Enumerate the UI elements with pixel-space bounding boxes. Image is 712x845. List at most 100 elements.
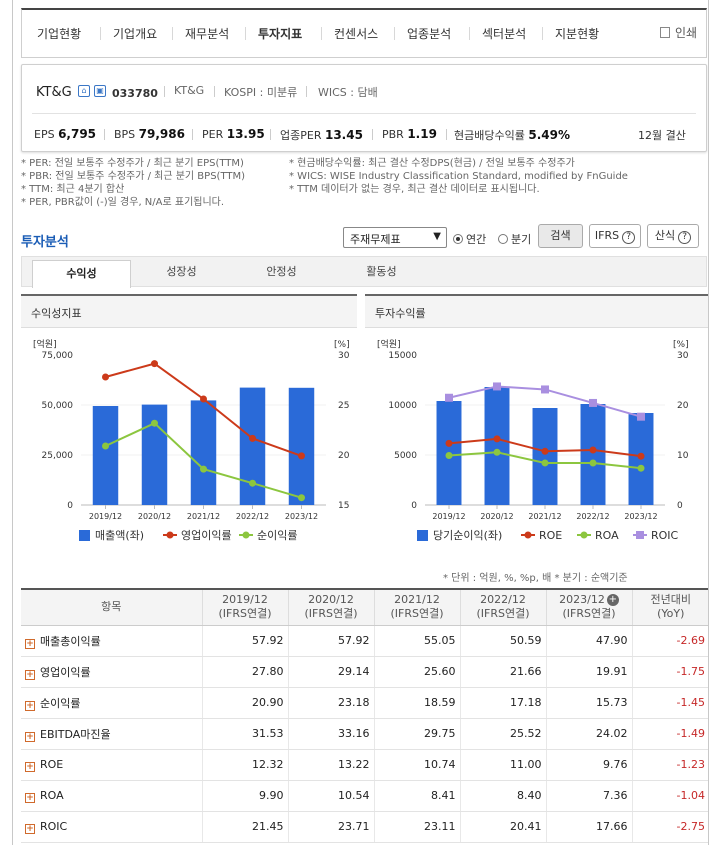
ifrs-button[interactable]: IFRS? (589, 224, 641, 248)
expand-icon[interactable]: + (25, 669, 35, 680)
expand-icon[interactable]: + (25, 638, 35, 649)
help-icon: ? (622, 231, 636, 244)
table-cell: 15.73 (545, 687, 632, 719)
left-tick-label: 50,000 (42, 401, 74, 411)
table-cell: 19.91 (545, 656, 632, 688)
legend-label: 당기순이익(좌) (433, 529, 502, 542)
table-cell: 10.54 (287, 780, 374, 812)
row-label[interactable]: + 영업이익률 (21, 656, 202, 688)
row-label[interactable]: + ROE (21, 749, 202, 781)
company-info-box: KT&G ⌂ ▣ 033780 KT&G KOSPI : 미분류 WICS : … (21, 64, 707, 152)
x-tick-label: 2020/12 (138, 512, 171, 521)
radio-annual[interactable]: 연간 (453, 231, 486, 247)
ratio-table: 항목 2019/12 (IFRS연결) 2020/12 (IFRS연결) 2021/12(… (21, 588, 708, 843)
tab-stability[interactable]: 안정성 (266, 265, 297, 278)
expand-icon[interactable]: + (25, 823, 35, 834)
nav-item-5[interactable]: 업종분석 (407, 27, 452, 41)
metric-per: PER 13.95 (202, 127, 265, 141)
data-point (541, 459, 549, 467)
right-axis-unit: [%] (673, 340, 689, 350)
table-cell: -1.23 (631, 749, 708, 781)
x-tick-label: 2021/12 (187, 512, 220, 521)
bar (190, 400, 217, 505)
note-line: * TTM 데이터가 없는 경우, 최근 결산 데이터로 표시됩니다. (289, 184, 540, 195)
expand-icon[interactable]: + (25, 792, 35, 803)
left-tick-label: 10000 (388, 401, 417, 411)
x-tick-label: 2019/12 (432, 512, 465, 521)
nav-item-6[interactable]: 섹터분석 (482, 27, 527, 41)
help-icon: ? (678, 231, 692, 244)
metric-bps: BPS 79,986 (114, 127, 185, 141)
table-cell: 9.90 (201, 780, 288, 812)
data-point (493, 382, 501, 391)
table-cell: 8.41 (373, 780, 460, 812)
nav-item-2[interactable]: 재무분석 (185, 27, 230, 41)
table-cell: 17.66 (545, 811, 632, 843)
print-button[interactable]: 인쇄 (660, 24, 697, 41)
expand-icon[interactable]: + (25, 731, 35, 742)
formula-button[interactable]: 산식? (647, 224, 699, 248)
table-row: + ROA 9.90 10.54 8.41 8.40 7.36 -1.04 (21, 780, 708, 812)
right-tick-label: 25 (338, 401, 349, 411)
x-tick-label: 2022/12 (236, 512, 269, 521)
table-cell: 47.90 (545, 625, 632, 657)
table-cell: 33.16 (287, 718, 374, 750)
expand-icon[interactable]: + (25, 761, 35, 772)
unit-note: * 단위 : 억원, %, %p, 배 * 분기 : 순액기준 (443, 573, 628, 584)
row-label[interactable]: + 매출총이익률 (21, 625, 202, 657)
bar (288, 387, 315, 505)
chart-title: 투자수익률 (365, 296, 708, 328)
table-cell: 25.52 (459, 718, 546, 750)
legend-marker (166, 531, 174, 539)
row-label[interactable]: + ROA (21, 780, 202, 812)
legend-label: 매출액(좌) (95, 529, 144, 542)
table-cell: -1.45 (631, 687, 708, 719)
row-label[interactable]: + 순이익률 (21, 687, 202, 719)
radio-label: 분기 (511, 233, 532, 246)
table-header: 2022/12 (IFRS연결) (459, 590, 546, 626)
radio-quarter[interactable]: 분기 (498, 231, 531, 247)
search-button[interactable]: 검색 (538, 224, 583, 248)
home-icon[interactable]: ⌂ (78, 85, 90, 97)
building-icon[interactable]: ▣ (94, 85, 106, 97)
table-header: 2020/12 (IFRS연결) (287, 590, 374, 626)
stock-code: 033780 (112, 87, 158, 100)
right-tick-label: 20 (677, 401, 689, 411)
table-cell: 55.05 (373, 625, 460, 657)
nav-item-3[interactable]: 투자지표 (258, 27, 303, 41)
table-header: 항목 (21, 590, 202, 626)
table-cell: 50.59 (459, 625, 546, 657)
table-cell: -1.75 (631, 656, 708, 688)
row-label[interactable]: + EBITDA마진율 (21, 718, 202, 750)
expand-icon[interactable]: + (25, 700, 35, 711)
data-point (637, 412, 645, 421)
nav-item-0[interactable]: 기업현황 (37, 27, 82, 41)
metric-pbr: PBR 1.19 (382, 127, 437, 141)
table-cell: 7.36 (545, 780, 632, 812)
table-row: + ROE 12.32 13.22 10.74 11.00 9.76 -1.23 (21, 749, 708, 781)
table-row: + 순이익률 20.90 23.18 18.59 17.18 15.73 -1.45 (21, 687, 708, 719)
table-row: + 영업이익률 27.80 29.14 25.60 21.66 19.91 -1.75 (21, 656, 708, 688)
nav-item-1[interactable]: 기업개요 (113, 27, 158, 41)
tab-activity[interactable]: 활동성 (366, 265, 397, 278)
nav-item-4[interactable]: 컨센서스 (334, 27, 379, 41)
select-value: 주재무제표 (350, 233, 401, 246)
bar (239, 387, 266, 505)
data-point (249, 479, 256, 487)
chart-svg: [억원] [%] 75,000 50,000 25,000 0 30 25 20 15 2019/1… (33, 338, 350, 542)
tab-profitability[interactable]: 수익성 (32, 260, 131, 288)
right-tick-label: 15 (338, 501, 349, 511)
note-line: * PBR: 전일 보통주 수정주가 / 최근 분기 BPS(TTM) (21, 171, 246, 182)
add-column-icon[interactable]: + (606, 594, 619, 607)
data-point (445, 439, 453, 447)
tab-growth[interactable]: 성장성 (166, 265, 197, 278)
data-point (445, 393, 453, 402)
left-tick-label: 15000 (388, 351, 417, 361)
table-cell: 21.45 (201, 811, 288, 843)
statement-select[interactable]: 주재무제표 ▼ (343, 227, 447, 248)
row-label[interactable]: + ROIC (21, 811, 202, 843)
analysis-tabs: 수익성 성장성 안정성 활동성 (21, 256, 707, 288)
left-tick-label: 0 (67, 501, 73, 511)
nav-item-7[interactable]: 지분현황 (555, 27, 600, 41)
table-cell: 29.75 (373, 718, 460, 750)
